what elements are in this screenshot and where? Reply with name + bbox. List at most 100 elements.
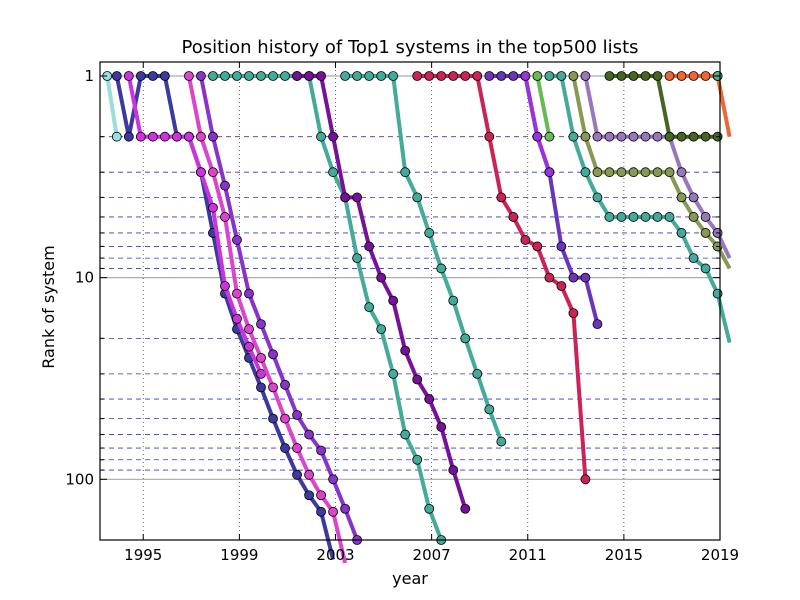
- data-point: [616, 131, 627, 142]
- data-point: [388, 368, 399, 379]
- data-point: [676, 167, 687, 178]
- data-point: [328, 474, 339, 485]
- data-point: [688, 131, 699, 142]
- data-point: [616, 212, 627, 222]
- data-point: [580, 71, 591, 81]
- series-7: [340, 71, 507, 447]
- data-point: [532, 131, 543, 142]
- data-point: [232, 71, 242, 81]
- x-tick-label: 2007: [413, 546, 451, 564]
- data-point: [304, 469, 314, 480]
- data-point: [700, 228, 711, 238]
- data-point: [220, 180, 230, 191]
- data-point: [424, 394, 435, 404]
- data-point: [147, 131, 158, 142]
- data-point: [220, 212, 230, 222]
- data-point: [316, 445, 326, 456]
- data-point: [604, 71, 615, 81]
- data-point: [328, 506, 339, 517]
- data-point: [592, 319, 603, 330]
- x-tick-label: 2015: [605, 546, 643, 564]
- data-point: [568, 71, 579, 81]
- data-point: [472, 71, 483, 81]
- data-point: [604, 131, 615, 142]
- data-point: [436, 422, 447, 432]
- axes-frame: [99, 61, 721, 541]
- data-point: [508, 212, 519, 222]
- data-point: [556, 281, 567, 291]
- data-point: [544, 272, 555, 283]
- series-12: [544, 71, 732, 344]
- data-point: [304, 429, 314, 440]
- data-point: [352, 71, 363, 81]
- data-point: [652, 212, 663, 222]
- data-point: [496, 71, 507, 81]
- data-point: [123, 131, 134, 142]
- data-point: [484, 404, 495, 415]
- data-point: [424, 228, 435, 238]
- data-point: [232, 313, 242, 324]
- data-point: [676, 228, 687, 238]
- data-point: [448, 465, 459, 475]
- data-point: [364, 302, 375, 313]
- data-point: [184, 131, 194, 142]
- data-point: [292, 443, 302, 453]
- series-15: [604, 71, 723, 142]
- data-point: [424, 71, 435, 81]
- chart-title: Position history of Top1 systems in the …: [181, 37, 638, 58]
- data-point: [700, 131, 711, 142]
- y-axis-label: Rank of system: [39, 245, 58, 368]
- data-point: [640, 131, 651, 142]
- data-point: [520, 235, 531, 245]
- data-point: [700, 263, 711, 274]
- series-4: [196, 71, 363, 545]
- data-point: [628, 212, 639, 222]
- data-point: [496, 192, 507, 203]
- data-point: [244, 288, 254, 299]
- data-point: [640, 212, 651, 222]
- data-point: [196, 131, 206, 142]
- data-point: [171, 131, 182, 142]
- data-point: [111, 71, 122, 81]
- series-3: [184, 71, 348, 564]
- data-point: [268, 382, 278, 393]
- series-2: [123, 71, 266, 379]
- data-point: [628, 71, 639, 81]
- data-point: [208, 131, 218, 142]
- data-point: [460, 71, 471, 81]
- x-tick-label: 2003: [316, 546, 354, 564]
- data-point: [604, 167, 615, 178]
- x-tick-label: 2019: [701, 546, 739, 564]
- ticks: 1995 1999 2003 2007 2011 2015 2019 1 10 100: [65, 62, 739, 564]
- data-point: [544, 167, 555, 178]
- data-point: [208, 202, 218, 213]
- plot-frame: [99, 61, 721, 541]
- data-point: [484, 131, 495, 142]
- data-point: [436, 263, 447, 274]
- data-point: [688, 71, 699, 81]
- data-point: [676, 71, 687, 81]
- series-10: [520, 71, 555, 178]
- data-point: [532, 71, 543, 81]
- x-tick-label: 1995: [124, 546, 162, 564]
- data-point: [652, 167, 663, 178]
- data-point: [700, 212, 711, 222]
- data-point: [544, 71, 555, 81]
- y-tick-label: 10: [75, 269, 94, 287]
- data-point: [616, 167, 627, 178]
- data-point: [472, 368, 483, 379]
- data-point: [520, 71, 531, 81]
- data-point: [340, 71, 351, 81]
- data-point: [412, 454, 423, 465]
- data-point: [400, 429, 411, 440]
- data-point: [111, 131, 122, 142]
- data-point: [232, 288, 242, 299]
- data-point: [256, 382, 266, 393]
- series-layer: [102, 71, 732, 564]
- grid: [100, 62, 721, 541]
- series-line: [114, 74, 336, 561]
- data-point: [316, 71, 326, 81]
- data-point: [316, 131, 326, 142]
- data-point: [604, 212, 615, 222]
